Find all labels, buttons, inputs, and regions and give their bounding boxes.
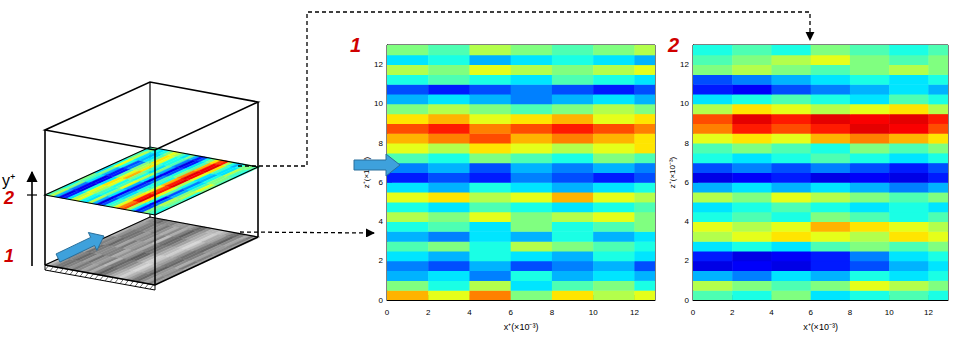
svg-text:z⁺(×10⁻³): z⁺(×10⁻³) bbox=[668, 156, 677, 188]
svg-text:4: 4 bbox=[467, 308, 472, 317]
svg-text:z⁺(×10⁻³): z⁺(×10⁻³) bbox=[362, 156, 371, 188]
svg-text:0: 0 bbox=[379, 296, 384, 305]
svg-text:10: 10 bbox=[885, 308, 894, 317]
svg-text:6: 6 bbox=[808, 308, 813, 317]
svg-text:6: 6 bbox=[508, 308, 513, 317]
svg-text:y⁺: y⁺ bbox=[2, 172, 15, 189]
svg-text:2: 2 bbox=[730, 308, 735, 317]
svg-text:12: 12 bbox=[924, 308, 933, 317]
svg-text:2: 2 bbox=[685, 256, 690, 265]
svg-text:10: 10 bbox=[589, 308, 598, 317]
svg-text:10: 10 bbox=[680, 99, 689, 108]
svg-text:2: 2 bbox=[667, 34, 679, 56]
svg-text:6: 6 bbox=[685, 178, 690, 187]
svg-text:8: 8 bbox=[848, 308, 853, 317]
svg-text:4: 4 bbox=[685, 217, 690, 226]
svg-text:2: 2 bbox=[3, 188, 14, 208]
svg-text:8: 8 bbox=[379, 139, 384, 148]
svg-text:12: 12 bbox=[630, 308, 639, 317]
svg-text:0: 0 bbox=[385, 308, 390, 317]
svg-text:6: 6 bbox=[379, 178, 384, 187]
svg-text:0: 0 bbox=[685, 296, 690, 305]
svg-text:10: 10 bbox=[374, 99, 383, 108]
svg-text:x⁺(×10⁻³): x⁺(×10⁻³) bbox=[504, 322, 539, 332]
svg-text:4: 4 bbox=[379, 217, 384, 226]
svg-text:12: 12 bbox=[680, 60, 689, 69]
svg-text:0: 0 bbox=[691, 308, 696, 317]
svg-text:1: 1 bbox=[4, 246, 14, 266]
svg-text:4: 4 bbox=[769, 308, 774, 317]
svg-text:8: 8 bbox=[685, 139, 690, 148]
svg-text:2: 2 bbox=[379, 256, 384, 265]
svg-text:8: 8 bbox=[550, 308, 555, 317]
svg-text:12: 12 bbox=[374, 60, 383, 69]
svg-text:1: 1 bbox=[350, 34, 361, 56]
svg-text:2: 2 bbox=[426, 308, 431, 317]
svg-text:x⁺(×10⁻³): x⁺(×10⁻³) bbox=[803, 322, 838, 332]
